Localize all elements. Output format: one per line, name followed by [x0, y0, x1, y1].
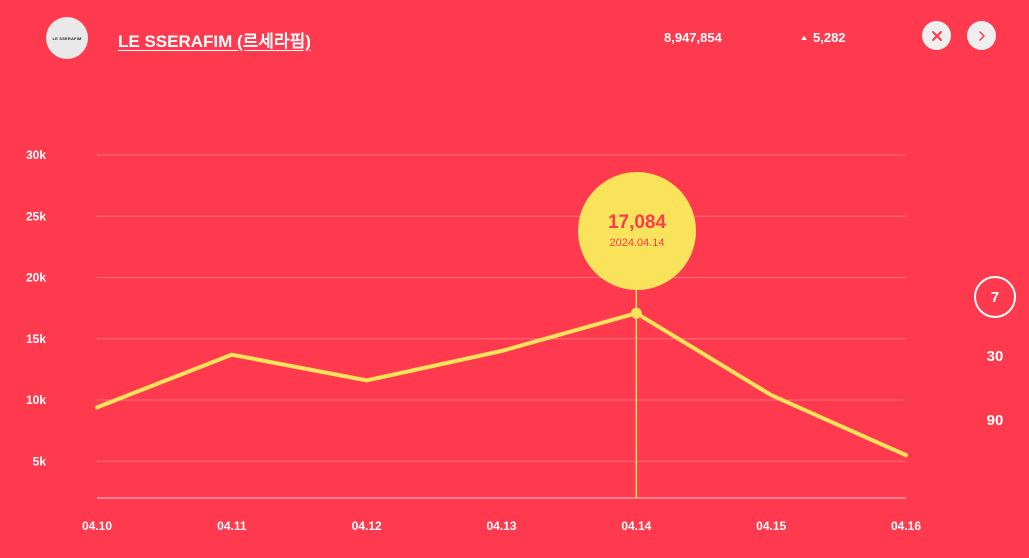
highlight-point	[630, 307, 642, 319]
period-option-30[interactable]: 30	[986, 348, 1004, 365]
tooltip-value: 17,084	[607, 211, 667, 233]
period-option-90[interactable]: 90	[986, 412, 1004, 429]
x-tick-label: 04.11	[217, 519, 247, 533]
chevron-right-icon	[978, 30, 985, 41]
series-line	[95, 311, 908, 458]
delta-count: 5,282	[813, 30, 846, 45]
y-tick-label: 10k	[26, 393, 46, 407]
up-arrow-icon	[801, 35, 807, 40]
artist-name-link[interactable]: LE SSERAFIM (르세라핌)	[118, 32, 311, 51]
x-tick-label: 04.15	[756, 519, 786, 533]
y-tick-label: 20k	[26, 271, 46, 285]
x-tick-label: 04.13	[486, 519, 516, 533]
tooltip-bubble: 17,084 2024.04.14	[578, 172, 696, 290]
close-button[interactable]	[922, 21, 951, 50]
avatar[interactable]: LE SSERAFIM	[46, 17, 88, 59]
tooltip-date: 2024.04.14	[609, 237, 665, 250]
delta-count-group: 5,282	[801, 30, 846, 45]
x-tick-label: 04.14	[621, 519, 651, 533]
x-tick-label: 04.16	[891, 519, 921, 533]
x-tick-label: 04.10	[82, 519, 112, 533]
next-button[interactable]	[967, 21, 996, 50]
total-count: 8,947,854	[664, 30, 722, 45]
period-option-7[interactable]: 7	[974, 276, 1016, 318]
avatar-text: LE SSERAFIM	[52, 35, 82, 41]
close-icon	[931, 30, 942, 41]
y-tick-label: 5k	[33, 454, 47, 468]
y-tick-label: 25k	[26, 209, 46, 223]
x-tick-label: 04.12	[352, 519, 382, 533]
y-tick-label: 30k	[26, 148, 46, 162]
y-tick-label: 15k	[26, 332, 46, 346]
